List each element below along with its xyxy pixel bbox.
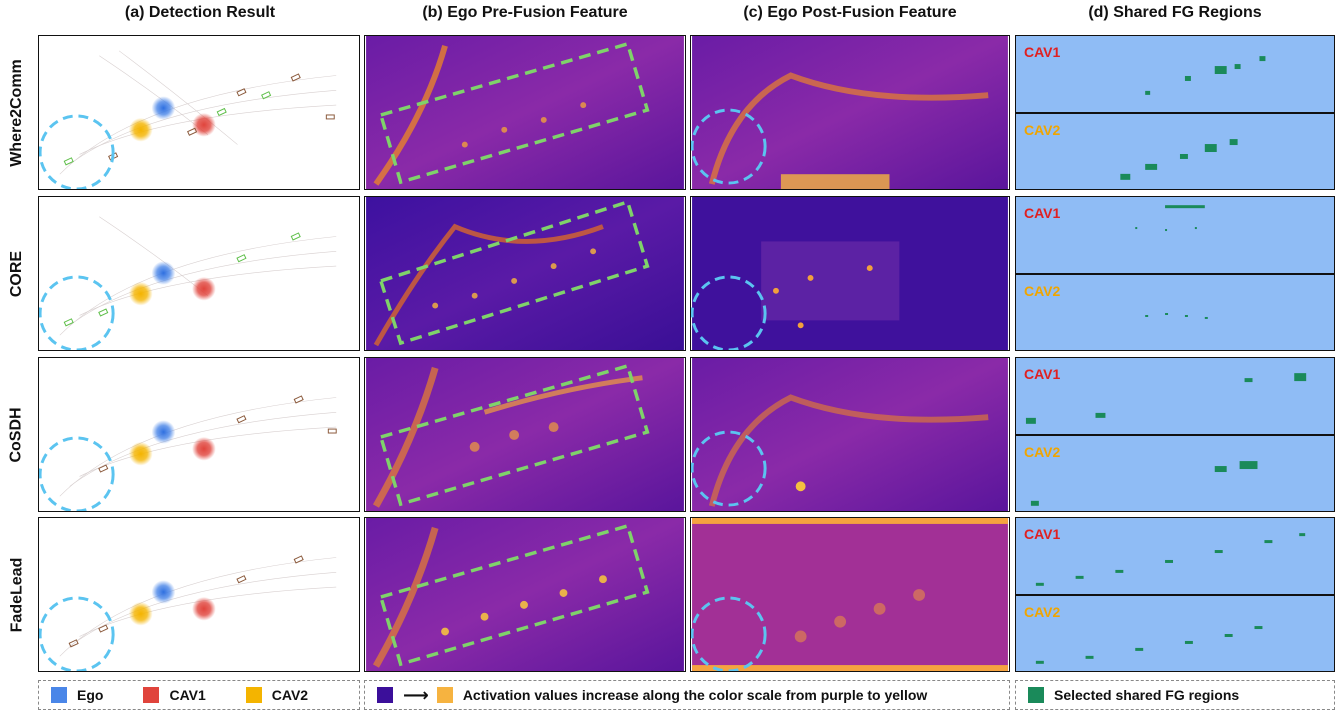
column-title-pre-fusion: (b) Ego Pre-Fusion Feature bbox=[422, 4, 628, 21]
purple-swatch bbox=[377, 687, 393, 703]
fg-divider bbox=[1016, 273, 1334, 275]
yellow-swatch bbox=[436, 687, 453, 703]
legend-fg-label: Selected shared FG regions bbox=[1054, 687, 1240, 703]
fg-cav2-label: CAV2 bbox=[1024, 604, 1061, 620]
fg-panel-fadelead: CAV1 CAV2 bbox=[1015, 517, 1335, 672]
fg-cav2-label: CAV2 bbox=[1024, 122, 1061, 138]
fg-divider bbox=[1016, 594, 1334, 596]
column-title-detection: (a) Detection Result bbox=[124, 4, 276, 21]
row-label-where2comm: Where2Comm bbox=[8, 58, 26, 167]
post-fusion-panel-core bbox=[690, 196, 1010, 351]
fg-panel-where2comm: CAV1 CAV2 bbox=[1015, 35, 1335, 190]
legend-ego-label: Ego bbox=[77, 687, 104, 703]
fg-panel-cosdh: CAV1 CAV2 bbox=[1015, 357, 1335, 512]
fg-cav1-half: CAV1 bbox=[1016, 36, 1334, 112]
fg-cav2-half: CAV2 bbox=[1016, 275, 1334, 350]
pre-fusion-panel-core bbox=[364, 196, 686, 351]
fg-cav2-half: CAV2 bbox=[1016, 436, 1334, 511]
fg-cav1-label: CAV1 bbox=[1024, 44, 1061, 60]
post-fusion-panel-fadelead bbox=[690, 517, 1010, 672]
detection-panel-fadelead bbox=[38, 517, 360, 672]
cav2-swatch bbox=[245, 687, 262, 703]
legend-item-ego: Ego bbox=[51, 687, 103, 703]
legend-activation: ⟶ Activation values increase along the c… bbox=[364, 680, 1010, 710]
legend-cav1-label: CAV1 bbox=[169, 687, 206, 703]
detection-panel-core bbox=[38, 196, 360, 351]
column-title-fg-regions: (d) Shared FG Regions bbox=[1088, 4, 1262, 21]
detection-panel-where2comm bbox=[38, 35, 360, 190]
arrow-icon: ⟶ bbox=[403, 684, 429, 705]
row-label-cosdh: CoSDH bbox=[8, 406, 26, 463]
legend-item-cav1: CAV1 bbox=[143, 687, 206, 703]
fg-cav1-label: CAV1 bbox=[1024, 205, 1061, 221]
fg-cav1-half: CAV1 bbox=[1016, 197, 1334, 273]
fg-divider bbox=[1016, 112, 1334, 114]
detection-panel-cosdh bbox=[38, 357, 360, 512]
fg-cav1-half: CAV1 bbox=[1016, 518, 1334, 594]
legend-cav2-label: CAV2 bbox=[271, 687, 309, 703]
fg-cav1-half: CAV1 bbox=[1016, 358, 1334, 434]
fg-divider bbox=[1016, 434, 1334, 436]
cav1-swatch bbox=[143, 687, 160, 703]
ego-swatch bbox=[51, 687, 67, 703]
fg-cav1-label: CAV1 bbox=[1024, 366, 1061, 382]
fg-cav2-half: CAV2 bbox=[1016, 596, 1334, 671]
fg-cav2-label: CAV2 bbox=[1024, 283, 1061, 299]
legend-fg: Selected shared FG regions bbox=[1015, 680, 1335, 710]
legend-activation-text: Activation values increase along the col… bbox=[462, 687, 928, 703]
post-fusion-panel-cosdh bbox=[690, 357, 1010, 512]
fg-cav2-half: CAV2 bbox=[1016, 114, 1334, 189]
legend-detection: Ego CAV1 CAV2 bbox=[38, 680, 360, 710]
fg-cav2-label: CAV2 bbox=[1024, 444, 1061, 460]
pre-fusion-panel-cosdh bbox=[364, 357, 686, 512]
pre-fusion-panel-where2comm bbox=[364, 35, 686, 190]
post-fusion-panel-where2comm bbox=[690, 35, 1010, 190]
column-title-post-fusion: (c) Ego Post-Fusion Feature bbox=[743, 4, 957, 21]
row-label-core: CORE bbox=[8, 250, 26, 297]
pre-fusion-panel-fadelead bbox=[364, 517, 686, 672]
legend-item-cav2: CAV2 bbox=[245, 687, 309, 703]
fg-cav1-label: CAV1 bbox=[1024, 526, 1061, 542]
fg-panel-core: CAV1 CAV2 bbox=[1015, 196, 1335, 351]
row-label-fadelead: FadeLead bbox=[8, 557, 25, 632]
fg-swatch bbox=[1028, 687, 1044, 703]
